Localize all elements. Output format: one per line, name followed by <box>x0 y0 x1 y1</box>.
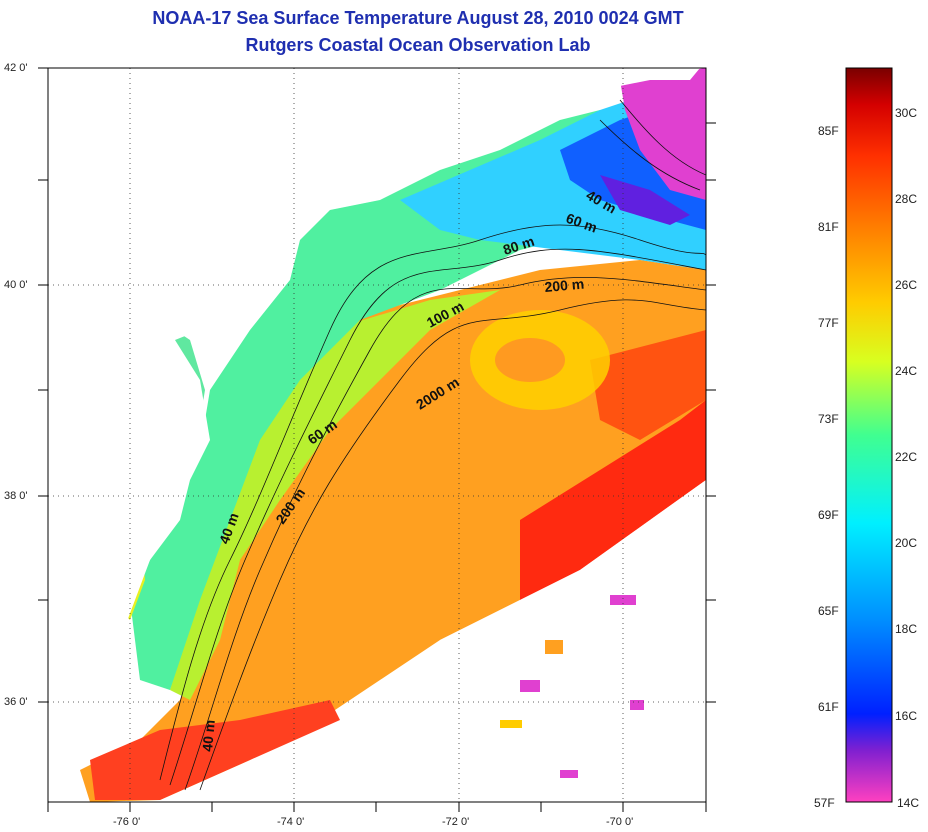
patch-1 <box>520 680 540 692</box>
patch-4 <box>500 720 522 728</box>
land-mid-atlantic <box>48 68 560 760</box>
patch-6 <box>545 640 563 654</box>
lon-label-76: -76 0' <box>113 816 141 828</box>
map-title: NOAA-17 Sea Surface Temperature August 2… <box>152 8 684 28</box>
contour-label-40m-south: 40 m <box>199 719 218 752</box>
lat-label-38: 38 0' <box>4 490 28 502</box>
cb-c-30: 30C <box>895 106 918 120</box>
patch-2 <box>560 770 578 778</box>
map-frame <box>47 67 707 803</box>
land-delmarva <box>130 330 190 580</box>
lon-label-72: -72 0' <box>442 816 470 828</box>
cb-c-24: 24C <box>895 364 918 378</box>
cb-c-22: 22C <box>895 450 918 464</box>
hot-water-east <box>590 330 706 440</box>
shelf-water <box>130 110 620 690</box>
lat-label-40: 40 0' <box>4 279 28 291</box>
lon-label-70: -70 0' <box>606 816 634 828</box>
cb-c-14: 14C <box>897 796 920 810</box>
cold-water-magenta <box>620 68 706 200</box>
patch-5 <box>610 595 636 605</box>
cb-f-73: 73F <box>818 412 839 426</box>
patch-3 <box>630 700 644 710</box>
cb-f-77: 77F <box>818 316 839 330</box>
land-long-island <box>300 150 450 200</box>
eddy-core <box>495 338 565 382</box>
lat-label-36: 36 0' <box>4 696 28 708</box>
map-subtitle: Rutgers Coastal Ocean Observation Lab <box>245 35 591 55</box>
hot-water-southeast <box>520 400 706 600</box>
cloud-gap <box>380 480 706 802</box>
lon-label-74: -74 0' <box>277 816 305 828</box>
lat-label-42: 42 0' <box>4 62 28 74</box>
sst-field <box>48 68 706 802</box>
cb-c-16: 16C <box>895 709 918 723</box>
contour-label-200m-north: 200 m <box>544 276 585 295</box>
gulf-stream-southwest <box>90 700 340 800</box>
bathymetry-contours <box>159 99 706 791</box>
cb-f-57: 57F <box>814 796 835 810</box>
axis-ticks <box>38 67 716 812</box>
cb-f-85: 85F <box>818 124 839 138</box>
cold-water-purple <box>600 175 690 225</box>
cb-c-20: 20C <box>895 536 918 550</box>
cb-f-61: 61F <box>818 700 839 714</box>
cb-f-65: 65F <box>818 604 839 618</box>
cb-f-81: 81F <box>818 220 839 234</box>
cb-c-28: 28C <box>895 192 918 206</box>
colorbar <box>845 67 893 803</box>
cb-c-18: 18C <box>895 622 918 636</box>
land-new-england <box>560 68 700 100</box>
cb-f-69: 69F <box>818 508 839 522</box>
cb-c-26: 26C <box>895 278 918 292</box>
